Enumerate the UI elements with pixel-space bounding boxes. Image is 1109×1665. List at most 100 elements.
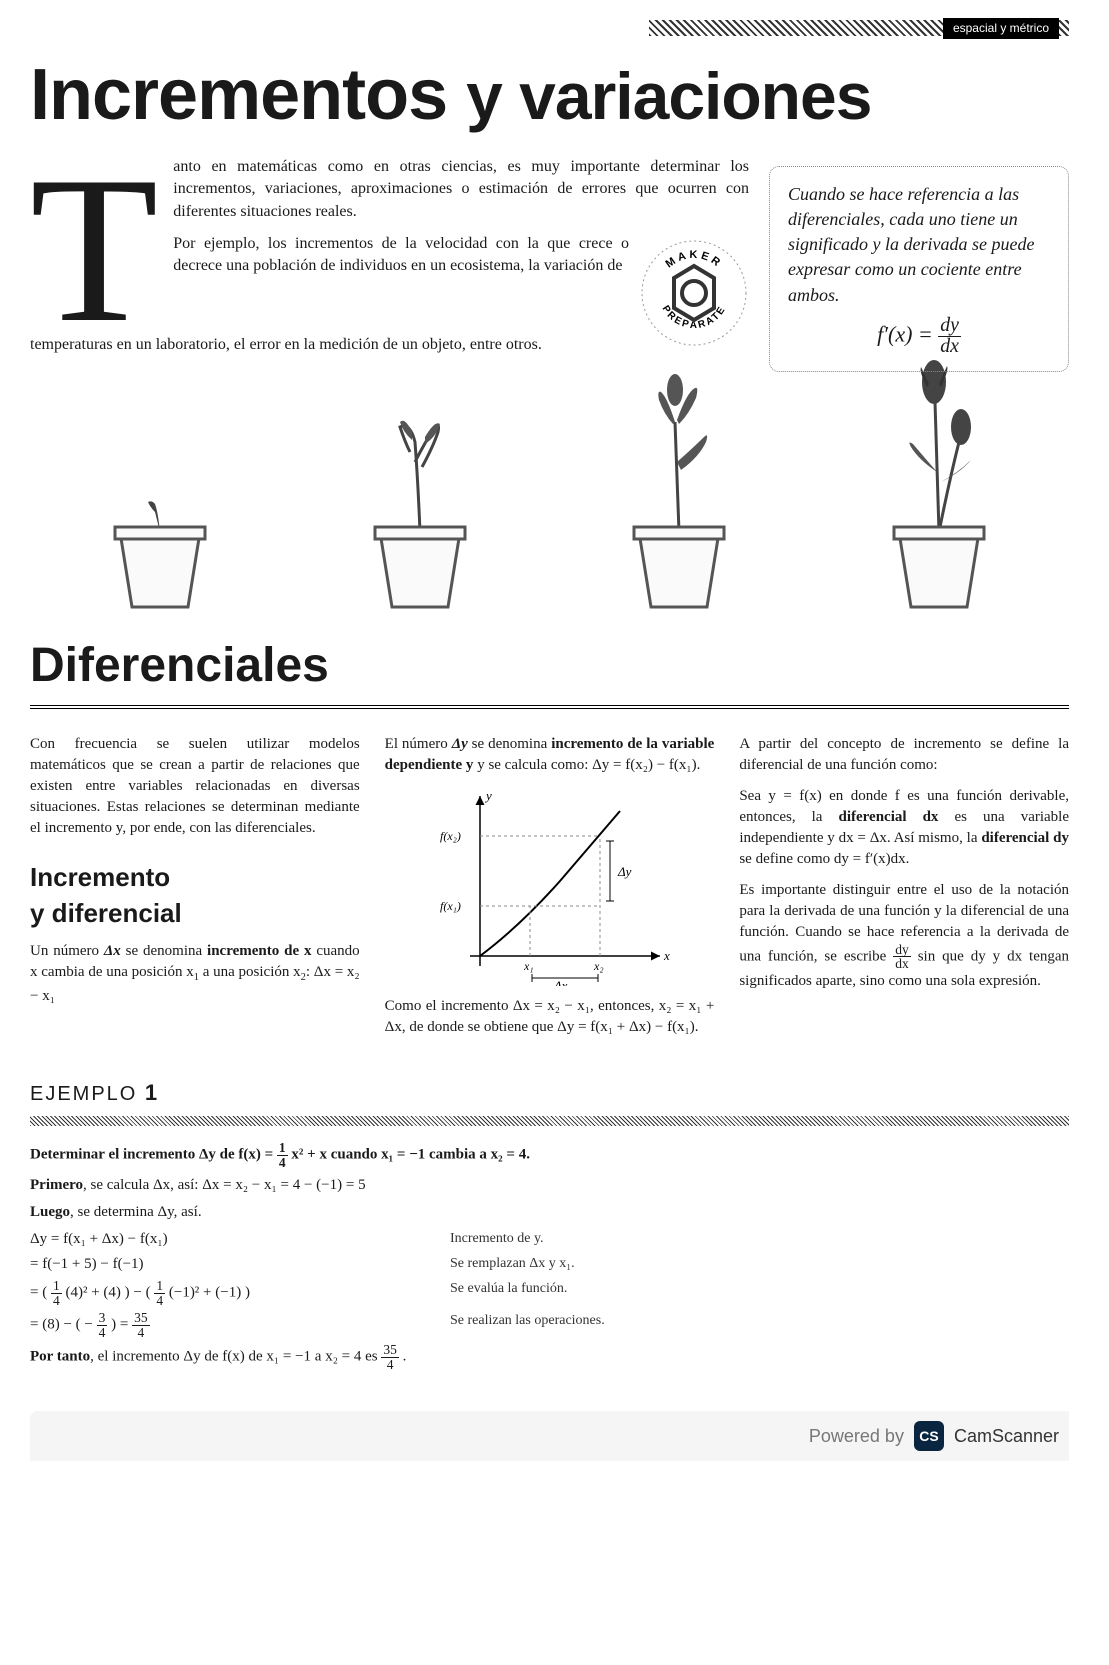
col1-p2d: a una posición x bbox=[199, 964, 301, 980]
ej-step2: = f(−1 + 5) − f(−1) Se remplazan Δx y x₁… bbox=[30, 1254, 1069, 1275]
plant-3 bbox=[569, 342, 789, 612]
title-part2: y variaciones bbox=[466, 59, 871, 133]
dropcap: T bbox=[30, 166, 158, 334]
col3-frac-den: dx bbox=[893, 957, 911, 971]
intro-block: T anto en matemáticas como en otras cien… bbox=[30, 156, 1069, 373]
ej-frac1: 1 4 bbox=[277, 1141, 288, 1169]
ej-s3f1: 14 bbox=[51, 1279, 62, 1307]
callout-box: Cuando se hace referencia a las diferenc… bbox=[769, 166, 1069, 373]
footer-name: CamScanner bbox=[954, 1424, 1059, 1449]
ejemplo-prompt: Determinar el incremento Δy de f(x) = 1 … bbox=[30, 1141, 1069, 1169]
col3-frac: dy dx bbox=[893, 943, 911, 971]
col1-p2-inc: incremento de x bbox=[207, 943, 311, 959]
plant-2 bbox=[310, 372, 530, 612]
formula-lhs: f′(x) = bbox=[877, 321, 938, 346]
ejemplo-body: Determinar el incremento Δy de f(x) = 1 … bbox=[30, 1141, 1069, 1371]
ej-line2: Luego, se determina Δy, así. bbox=[30, 1202, 1069, 1223]
ej-s1m: Δy = f(x₁ + Δx) − f(x₁) bbox=[30, 1229, 420, 1250]
ej-pb: x² + x cuando x₁ = −1 cambia a x₂ = 4. bbox=[291, 1147, 530, 1163]
section-rule bbox=[30, 705, 1069, 709]
ejemplo-label: EJEMPLO bbox=[30, 1083, 145, 1105]
ej-s3n: Se evalúa la función. bbox=[450, 1279, 567, 1307]
col1-p2: Un número Δx se denomina incremento de x… bbox=[30, 941, 360, 1007]
ej-l1b: , se calcula Δx, así: Δx = x₂ − x₁ = 4 −… bbox=[83, 1177, 366, 1193]
svg-text:PREPÁRATE: PREPÁRATE bbox=[660, 304, 729, 331]
ej-s4m: = (8) − ( − 34 ) = 354 bbox=[30, 1311, 420, 1339]
col1-p2-dx: Δx bbox=[104, 943, 121, 959]
svg-text:f(x₂): f(x₂) bbox=[440, 829, 461, 843]
ej-f1n: 1 bbox=[277, 1141, 288, 1156]
svg-text:Δy: Δy bbox=[617, 864, 632, 879]
col3-p1: A partir del concepto de incremento se d… bbox=[739, 734, 1069, 776]
col3-p2c: se define como dy = f′(x)dx. bbox=[739, 851, 909, 867]
ej-l2a: Luego bbox=[30, 1204, 70, 1220]
page-title: Incrementos y variaciones bbox=[30, 45, 1069, 146]
col-1: Con frecuencia se suelen utilizar modelo… bbox=[30, 734, 360, 1048]
formula-num: dy bbox=[938, 316, 961, 337]
intro-p2a: Por ejemplo, los incrementos de la veloc… bbox=[173, 235, 629, 274]
ej-cb: , el incremento Δy de f(x) de x₁ = −1 a … bbox=[90, 1349, 381, 1365]
header-ribbon: espacial y métrico bbox=[30, 20, 1069, 40]
col3-frac-num: dy bbox=[893, 943, 911, 958]
plant-1 bbox=[50, 412, 270, 612]
ej-cf: 354 bbox=[381, 1343, 399, 1371]
col3-p2-dy: diferencial dy bbox=[981, 830, 1069, 846]
svg-text:f(x₁): f(x₁) bbox=[440, 899, 461, 913]
svg-text:x₂: x₂ bbox=[593, 959, 604, 973]
ej-line1: Primero, se calcula Δx, así: Δx = x₂ − x… bbox=[30, 1175, 1069, 1196]
ej-concl: Por tanto, el incremento Δy de f(x) de x… bbox=[30, 1343, 1069, 1371]
ej-s4f1n: 3 bbox=[97, 1311, 108, 1326]
ribbon-label: espacial y métrico bbox=[943, 18, 1059, 39]
col2-p2: Como el incremento Δx = x₂ − x₁, entonce… bbox=[385, 996, 715, 1038]
ej-s4n: Se realizan las operaciones. bbox=[450, 1311, 605, 1339]
ej-s4f1: 34 bbox=[97, 1311, 108, 1339]
columns: Con frecuencia se suelen utilizar modelo… bbox=[30, 734, 1069, 1048]
ej-step3: = ( 14 (4)² + (4) ) − ( 14 (−1)² + (−1) … bbox=[30, 1279, 1069, 1307]
ej-s3m: = ( 14 (4)² + (4) ) − ( 14 (−1)² + (−1) … bbox=[30, 1279, 420, 1307]
ej-step4: = (8) − ( − 34 ) = 354 Se realizan las o… bbox=[30, 1311, 1069, 1339]
footer: Powered by CS CamScanner bbox=[30, 1411, 1069, 1461]
ej-cfd: 4 bbox=[381, 1358, 399, 1372]
section-diferenciales-title: Diferenciales bbox=[30, 632, 1069, 699]
formula-den: dx bbox=[938, 337, 961, 357]
ej-s4f2d: 4 bbox=[132, 1326, 150, 1340]
col2-p1c: y se calcula como: Δy = f(x₂) − f(x₁). bbox=[473, 757, 700, 773]
ej-s4a: = (8) − ( − bbox=[30, 1317, 97, 1333]
ej-pa: Determinar el incremento Δy de f(x) = bbox=[30, 1147, 277, 1163]
ej-s3f2n: 1 bbox=[154, 1279, 165, 1294]
col2-p1-dy: Δy bbox=[452, 736, 468, 752]
plants-row bbox=[30, 332, 1069, 612]
maker-badge: MAKER PREPÁRATE bbox=[639, 238, 749, 348]
svg-text:Δx: Δx bbox=[553, 978, 568, 986]
col3-p2-dx: diferencial dx bbox=[838, 809, 938, 825]
ej-cc: . bbox=[403, 1349, 407, 1365]
ej-s2n: Se remplazan Δx y x₁. bbox=[450, 1254, 575, 1275]
ej-s1n: Incremento de y. bbox=[450, 1229, 544, 1250]
svg-text:x: x bbox=[663, 948, 670, 963]
formula-frac: dy dx bbox=[938, 316, 961, 357]
col3-p2: Sea y = f(x) en donde f es una función d… bbox=[739, 786, 1069, 870]
callout-formula: f′(x) = dy dx bbox=[788, 316, 1050, 357]
ej-s4f2n: 35 bbox=[132, 1311, 150, 1326]
ejemplo-hatch bbox=[30, 1116, 1069, 1126]
footer-powered: Powered by bbox=[809, 1424, 904, 1449]
ejemplo-num: 1 bbox=[145, 1080, 157, 1105]
col3-p3: Es importante distinguir entre el uso de… bbox=[739, 880, 1069, 992]
col-2: El número Δy se denomina incremento de l… bbox=[385, 734, 715, 1048]
col2-p1a: El número bbox=[385, 736, 452, 752]
svg-text:y: y bbox=[484, 788, 492, 803]
col1-p1: Con frecuencia se suelen utilizar modelo… bbox=[30, 734, 360, 839]
ej-s4f1d: 4 bbox=[97, 1326, 108, 1340]
ej-step1: Δy = f(x₁ + Δx) − f(x₁) Incremento de y. bbox=[30, 1229, 1069, 1250]
ej-s4f2: 354 bbox=[132, 1311, 150, 1339]
ej-s2m: = f(−1 + 5) − f(−1) bbox=[30, 1254, 420, 1275]
col1-h3a: Incremento bbox=[30, 862, 170, 892]
ej-l1a: Primero bbox=[30, 1177, 83, 1193]
callout-text: Cuando se hace referencia a las diferenc… bbox=[788, 182, 1050, 308]
ej-l2b: , se determina Δy, así. bbox=[70, 1204, 202, 1220]
title-part1: Incrementos bbox=[30, 55, 466, 135]
camscanner-badge-icon: CS bbox=[914, 1421, 944, 1451]
col1-h3b: y diferencial bbox=[30, 898, 182, 928]
ej-s3f1d: 4 bbox=[51, 1294, 62, 1308]
ej-s3c: (−1)² + (−1) ) bbox=[169, 1285, 250, 1301]
